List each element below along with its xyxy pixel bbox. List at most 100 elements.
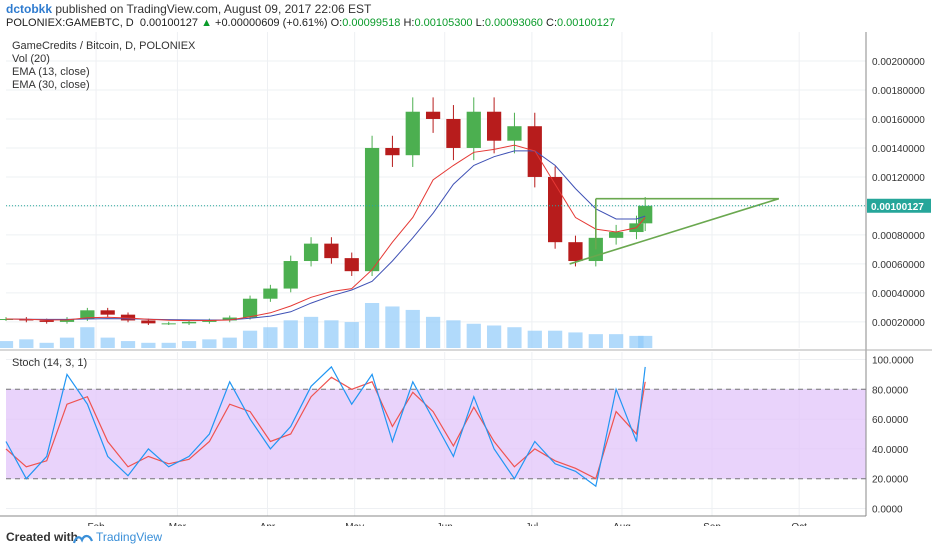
price-change: +0.00000609 (+0.61%) [215,17,328,29]
symbol-name: POLONIEX:GAMEBTC, D [6,17,134,29]
volume-bar [527,330,542,348]
publish-line: dctobkk published on TradingView.com, Au… [6,2,371,16]
high-label: H: [403,17,415,29]
legend-stoch[interactable]: Stoch (14, 3, 1) [12,357,87,369]
stoch-tick-label: 80.0000 [872,385,909,396]
candle-body [0,319,14,321]
candle-body [446,118,461,148]
legend-ema30[interactable]: EMA (30, close) [12,79,90,91]
volume-bar [141,342,156,348]
volume-bar [385,306,400,348]
high-value: 0.00105300 [414,17,473,29]
volume-bar [242,330,258,348]
volume-bar [446,320,461,348]
volume-bar [222,337,237,348]
volume-bar [344,322,359,348]
time-tick-label: Apr [260,522,276,526]
legend-vol[interactable]: Vol (20) [12,53,50,65]
candle-body [161,323,176,325]
candle-body [466,111,481,148]
ema13-line [5,144,646,322]
candle-body [222,317,237,321]
candle-body [141,320,156,324]
time-tick-label: Jun [437,522,453,526]
open-label: O: [330,17,343,29]
candle-body [202,320,217,322]
price-tick-label: 0.00080000 [872,231,925,242]
volume-bar [283,320,298,348]
close-label: C: [546,17,557,29]
tradingview-brand[interactable]: TradingView [96,530,163,544]
author-name[interactable]: dctobkk [6,2,53,16]
time-tick-label: Jul [525,522,538,526]
stoch-lines [5,365,646,488]
volume-bar [59,337,75,348]
candle-body [385,147,400,156]
volume-bar [568,332,583,348]
volume-bars [0,303,653,348]
candle-body [364,147,380,272]
price-tick-label: 0.00120000 [872,173,925,184]
volume-bar [0,341,14,348]
stoch-tick-label: 60.0000 [872,415,909,426]
stoch-band [6,389,866,479]
volume-bar [405,309,420,348]
volume-bar [609,334,624,348]
candle-body [609,232,624,238]
candle-body [80,310,95,320]
candle-body [638,205,653,224]
legend-title[interactable]: GameCredits / Bitcoin, D, POLONIEX [12,40,196,52]
stoch-grid [6,352,866,516]
volume-bar [364,303,380,348]
candle-body [303,243,319,262]
candle-body [100,310,115,315]
tradingview-logo-icon [73,534,93,544]
chart-header: dctobkk published on TradingView.com, Au… [0,0,932,32]
candle-body [242,298,258,318]
candle-body [263,288,278,299]
volume-bar [181,341,197,348]
stoch-k-line [5,365,646,488]
chart-canvas[interactable]: 0.00200000 0.00180000 0.00160000 0.00140000… [0,32,932,526]
price-tick-label: 0.00140000 [872,144,925,155]
stoch-tick-label: 0.0000 [872,505,903,516]
volume-bar [425,316,441,348]
candle-body [283,261,298,289]
volume-bar [466,323,481,348]
candle-body [548,176,563,243]
time-tick-label: Mar [169,522,187,526]
price-tick-label: 0.00060000 [872,260,925,271]
price-tick-label: 0.00180000 [872,86,925,97]
stoch-tick-label: 20.0000 [872,475,909,486]
volume-bar [486,325,502,348]
volume-bar [507,327,522,348]
published-text: published on TradingView.com, August 09,… [52,2,372,16]
volume-bar [303,316,319,348]
volume-bar [120,341,136,348]
price-tick-label: 0.00160000 [872,115,925,126]
price-tick-label: 0.00020000 [872,318,925,329]
ema30-line [5,150,646,321]
candle-body [59,319,75,322]
candle-body [344,258,359,272]
candle-body [425,111,441,119]
open-value: 0.00099518 [342,17,401,29]
low-label: L: [475,17,485,29]
candle-body [568,242,583,262]
volume-bar [324,320,339,348]
legend-ema13[interactable]: EMA (13, close) [12,66,90,78]
candle-body [181,321,197,324]
time-tick-label: Feb [87,522,105,526]
volume-bar [39,342,54,348]
current-price-label: 0.00100127 [871,202,924,213]
footer: Created with TradingView [0,526,932,550]
candle-body [39,320,54,322]
price-tick-label: 0.00200000 [872,57,925,68]
volume-bar [19,339,34,348]
candle-body [507,126,522,141]
volume-bar [638,335,653,348]
candle-body [486,111,502,141]
time-tick-label: May [345,522,364,526]
triangle-bottom-line [569,197,780,265]
current-price-badge [867,198,931,213]
